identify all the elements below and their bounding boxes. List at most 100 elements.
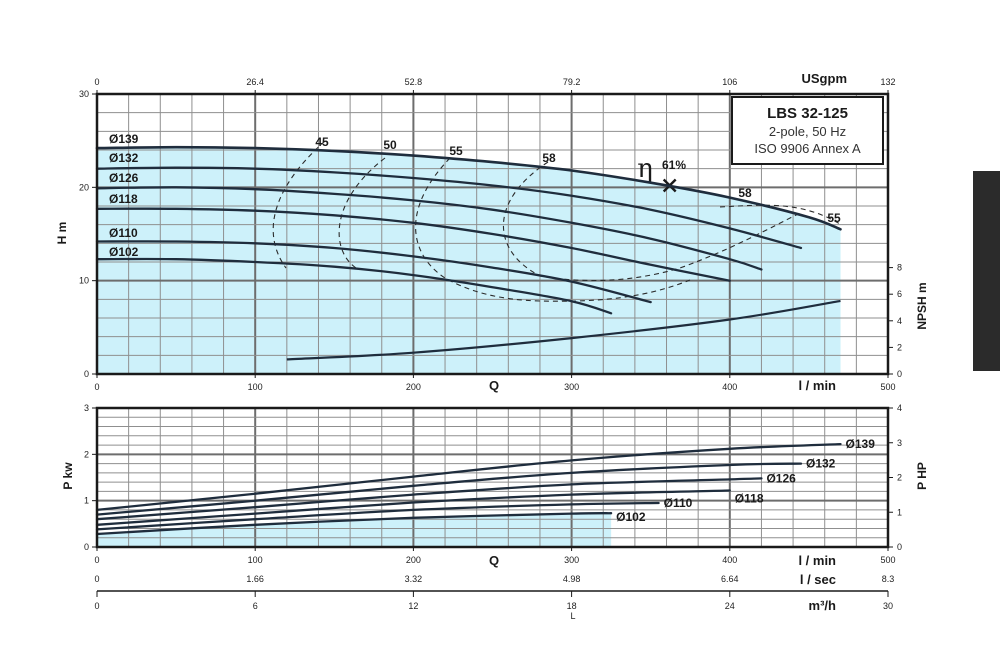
head-x-tick-label: 0 <box>94 382 99 392</box>
npsh-tick-label: 2 <box>897 342 902 352</box>
power-curve <box>95 442 842 512</box>
head-x-tick-label: 100 <box>248 382 263 392</box>
power-x-tick-label: 100 <box>248 555 263 565</box>
flow-unit-scales: l / sec m³/h L 0 1.66 3.32 4.98 6.64 8.3 0 6 12 1… <box>94 572 894 621</box>
efficiency-label: 55 <box>449 144 463 158</box>
power-x-tick-label: 300 <box>564 555 579 565</box>
lsec-unit-label: l / sec <box>800 572 836 587</box>
power-operating-fill <box>97 513 612 547</box>
power-x-tick-label: 200 <box>406 555 421 565</box>
head-x-tick-label: 200 <box>406 382 421 392</box>
m3h-tick-label: 6 <box>253 601 258 611</box>
power-x-tick-label: 500 <box>880 555 895 565</box>
npsh-curve <box>286 299 841 361</box>
lsec-tick-label: 1.66 <box>246 574 264 584</box>
lsec-tick-label: 3.32 <box>405 574 423 584</box>
efficiency-label: 58 <box>738 186 752 200</box>
eta-symbol: η <box>637 154 653 184</box>
efficiency-contour <box>719 204 841 225</box>
power-curve-label: Ø102 <box>616 510 646 524</box>
head-axis-label: H m <box>55 222 69 245</box>
head-x-tick-label: 400 <box>722 382 737 392</box>
pump-info-box: LBS 32-125 2-pole, 50 Hz ISO 9906 Annex … <box>731 96 884 165</box>
npsh-tick-label: 4 <box>897 316 902 326</box>
head-curve <box>95 257 613 315</box>
head-plot-frame <box>95 92 890 376</box>
power-hp-tick-label: 3 <box>897 438 902 448</box>
npsh-tick-label: 6 <box>897 289 902 299</box>
m3h-tick-label: 18 <box>567 601 577 611</box>
usgpm-tick-label: 26.4 <box>246 77 264 87</box>
m3h-tick-label: 30 <box>883 601 893 611</box>
power-q-label: Q <box>489 553 499 568</box>
power-curve-label: Ø110 <box>664 496 693 510</box>
power-curve-label: Ø126 <box>766 471 796 485</box>
head-y-tick-label: 0 <box>84 369 89 379</box>
power-curve-label: Ø132 <box>806 457 836 471</box>
m3h-tick-label: 0 <box>94 601 99 611</box>
power-curve <box>95 489 731 526</box>
power-hp-tick-label: 1 <box>897 507 902 517</box>
m3h-unit-label: m³/h <box>809 598 837 613</box>
power-hp-tick-label: 4 <box>897 403 902 413</box>
head-y-tick-label: 20 <box>79 182 89 192</box>
operating-range-fill <box>97 147 841 374</box>
power-curve <box>95 501 660 531</box>
lsec-tick-label: 0 <box>94 574 99 584</box>
npsh-axis-label: NPSH m <box>915 282 929 329</box>
efficiency-label: 45 <box>315 135 329 149</box>
power-curve-label: Ø139 <box>846 437 876 451</box>
head-curve-label: Ø110 <box>109 226 138 240</box>
head-curve-label: Ø102 <box>109 245 139 259</box>
head-curve-label: Ø132 <box>109 151 139 165</box>
pump-model: LBS 32-125 <box>767 105 848 122</box>
head-x-tick-label: 500 <box>880 382 895 392</box>
power-hp-tick-label: 0 <box>897 542 902 552</box>
efficiency-label: 50 <box>383 138 397 152</box>
usgpm-tick-label: 79.2 <box>563 77 581 87</box>
usgpm-tick-label: 0 <box>94 77 99 87</box>
efficiency-contour <box>338 157 386 269</box>
efficiency-contour <box>502 161 801 282</box>
head-curve <box>95 207 731 282</box>
pump-poles-frequency: 2-pole, 50 Hz <box>768 124 847 139</box>
power-curve <box>95 512 613 536</box>
power-hp-axis-label: P HP <box>915 462 929 490</box>
npsh-tick-label: 8 <box>897 263 902 273</box>
power-kw-tick-label: 2 <box>84 449 89 459</box>
lsec-tick-label: 8.3 <box>882 574 895 584</box>
power-curve <box>95 477 763 521</box>
side-tab-2-pole: 2 POLE <box>973 171 1000 501</box>
power-x-tick-label: 0 <box>94 555 99 565</box>
power-x-tick-label: 400 <box>722 555 737 565</box>
efficiency-label: 58 <box>542 151 556 165</box>
efficiency-label: 55 <box>827 211 841 225</box>
power-kw-tick-label: 1 <box>84 496 89 506</box>
usgpm-tick-label: 106 <box>722 77 737 87</box>
power-curve-label: Ø118 <box>735 491 764 505</box>
side-tab-label: 2 POLE <box>977 408 1000 501</box>
flow-scale-ticks: 0 1.66 3.32 4.98 6.64 8.3 0 6 12 18 24 30 <box>94 574 894 611</box>
head-lmin-label: l / min <box>798 378 836 393</box>
npsh-tick-label: 0 <box>897 369 902 379</box>
power-lmin-label: l / min <box>798 553 836 568</box>
usgpm-unit-label: USgpm <box>802 71 848 86</box>
npsh-curve-group <box>286 299 841 361</box>
head-q-label: Q <box>489 378 499 393</box>
power-curve <box>95 462 803 516</box>
m3h-tick-label: 24 <box>725 601 735 611</box>
head-curve <box>95 166 803 250</box>
lsec-tick-label: 6.64 <box>721 574 739 584</box>
head-x-tick-label: 300 <box>564 382 579 392</box>
power-kw-tick-label: 3 <box>84 403 89 413</box>
power-hp-tick-label: 2 <box>897 473 902 483</box>
pump-standard: ISO 9906 Annex A <box>754 141 861 156</box>
m3h-tick-label: 12 <box>408 601 418 611</box>
usgpm-tick-label: 132 <box>880 77 895 87</box>
head-y-tick-label: 10 <box>79 276 89 286</box>
lsec-tick-label: 4.98 <box>563 574 581 584</box>
